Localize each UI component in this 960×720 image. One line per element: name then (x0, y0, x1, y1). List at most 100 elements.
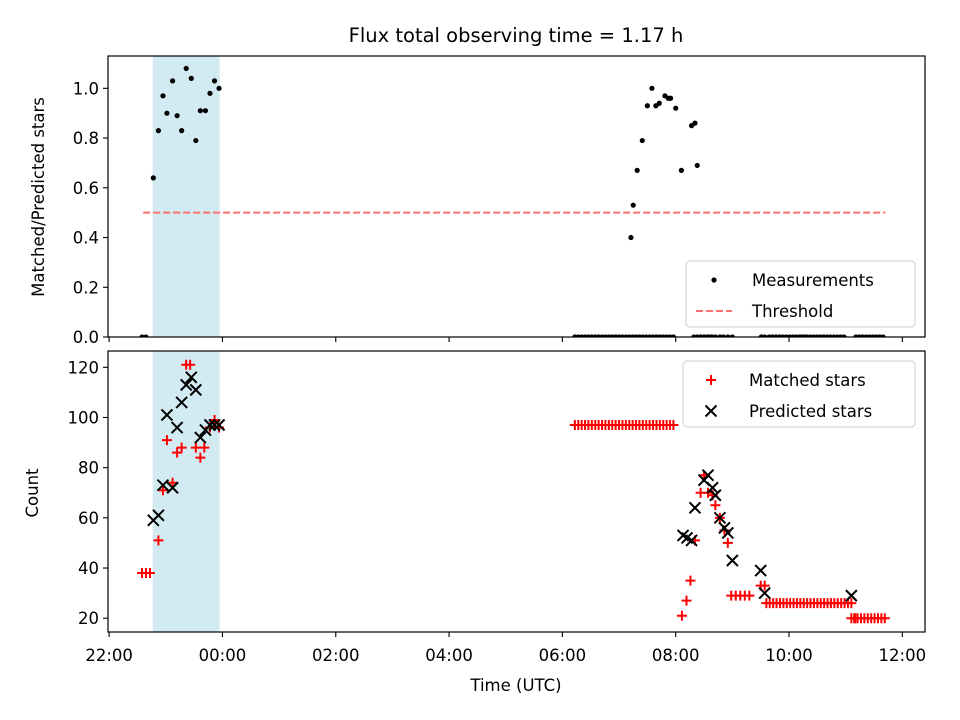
x-tick-label: 08:00 (652, 646, 700, 665)
top-series-0-point (155, 128, 162, 134)
bottom-series-1-point (701, 468, 715, 482)
top-series-0-point (692, 120, 698, 126)
top-series-0-point (729, 334, 735, 337)
top-series-0-point (211, 78, 218, 84)
bottom-y-axis-label: Count (23, 468, 42, 518)
bottom-series-1-point (713, 511, 727, 525)
top-series-0-point (207, 90, 213, 96)
top-series-0-point (634, 167, 640, 173)
top-series-0-point (670, 334, 677, 337)
bottom-series-0-point (176, 442, 187, 453)
bottom-axes-frame (107, 350, 926, 633)
x-tick-label: 22:00 (85, 646, 133, 665)
bottom-series-1-point (189, 383, 203, 397)
top-series-0-point (143, 334, 149, 337)
bottom-y-tick-label: 80 (78, 459, 99, 478)
top-y-tick-label: 1.0 (73, 79, 99, 98)
bottom-series-1-point (152, 509, 165, 522)
top-series-0-point (139, 334, 145, 337)
top-series-0-point (649, 85, 655, 91)
bottom-series-1-point (170, 421, 184, 434)
top-series-0-point (179, 128, 185, 134)
top-series-0-point (668, 95, 674, 101)
bottom-series-0-point (195, 452, 206, 463)
x-tick-label: 10:00 (765, 646, 813, 665)
bottom-plot-area (136, 351, 890, 632)
top-series-0-point (762, 334, 768, 337)
bottom-series-0-point (744, 590, 755, 601)
top-series-0-point (150, 175, 156, 181)
top-y-tick-label: 0.4 (73, 229, 99, 248)
bottom-series-1-point (166, 481, 179, 494)
bottom-legend-swatch (706, 375, 716, 385)
top-y-tick-label: 0.2 (73, 278, 99, 297)
top-y-tick-label: 0.0 (73, 328, 99, 347)
bottom-series-1-point (212, 418, 226, 432)
bottom-series-0-point (144, 568, 155, 579)
top-legend-swatch (711, 277, 717, 283)
top-series-0-point (174, 113, 180, 119)
bottom-y-tick-label: 120 (68, 358, 100, 377)
bottom-series-0-point (681, 595, 692, 606)
bottom-series-1-point (179, 378, 193, 392)
bottom-series-0-point (157, 485, 168, 496)
bottom-y-tick-label: 60 (78, 509, 99, 528)
bottom-series-0-point (185, 359, 196, 370)
bottom-series-0-point (172, 447, 183, 458)
top-series-0-point (216, 85, 222, 91)
bottom-y-tick-label: 20 (78, 609, 99, 628)
bottom-series-0-point (676, 610, 687, 621)
x-tick-label: 02:00 (312, 646, 360, 665)
top-series-0-point (630, 202, 636, 208)
bottom-series-1-point (709, 489, 722, 502)
x-tick-label: 04:00 (425, 646, 473, 665)
top-shaded-region (152, 56, 220, 337)
bottom-series-0-point (668, 420, 679, 431)
top-series-0-point (164, 110, 170, 116)
top-plot-area (139, 56, 886, 337)
top-legend-label: Measurements (752, 271, 874, 290)
bottom-legend-swatch (704, 404, 718, 418)
bottom-series-0-point (161, 435, 172, 446)
bottom-y-tick-label: 40 (78, 559, 99, 578)
top-y-tick-label: 0.6 (73, 179, 99, 198)
bottom-series-1-point (685, 534, 698, 547)
bottom-series-1-point (845, 589, 858, 602)
bottom-series-1-point (706, 481, 719, 494)
x-tick-label: 00:00 (199, 646, 247, 665)
bottom-series-1-point (156, 479, 170, 492)
bottom-series-1-point (208, 418, 221, 432)
bottom-series-0-point (190, 442, 201, 453)
top-series-0-point (169, 78, 176, 84)
top-series-0-point (694, 162, 700, 169)
top-series-0-point (188, 75, 194, 81)
bottom-panel: 20 40 60 80 100 120 22:00 00:00 02:00 04:00 06:00 0… (68, 350, 927, 665)
top-series-0-point (639, 137, 645, 144)
bottom-series-1-point (175, 396, 188, 409)
x-tick-label: 06:00 (539, 646, 587, 665)
x-tick-label: 12:00 (879, 646, 927, 665)
bottom-series-0-point (710, 500, 721, 511)
top-series-0-point (160, 93, 166, 99)
top-series-0-point (628, 234, 634, 241)
top-series-0-point (193, 137, 199, 144)
top-series-0-point (678, 167, 684, 173)
top-series-0-point (708, 334, 714, 337)
top-series-0-point (656, 100, 662, 106)
bottom-series-1-point (203, 418, 217, 432)
bottom-series-0-point (167, 477, 178, 488)
bottom-series-0-point (199, 442, 210, 453)
top-series-0-point (712, 334, 718, 337)
bottom-y-tick-label: 100 (68, 408, 100, 427)
top-y-tick-label: 0.8 (73, 129, 99, 148)
top-series-0-point (673, 105, 679, 111)
top-series-0-point (720, 334, 726, 337)
bottom-legend-label: Predicted stars (749, 402, 872, 421)
chart-title: Flux total observing time = 1.17 h (349, 24, 684, 47)
top-series-0-point (202, 108, 209, 114)
bottom-series-1-point (688, 501, 702, 515)
bottom-series-0-point (879, 613, 890, 624)
top-series-0-point (197, 108, 203, 114)
top-legend-label: Threshold (751, 302, 833, 321)
